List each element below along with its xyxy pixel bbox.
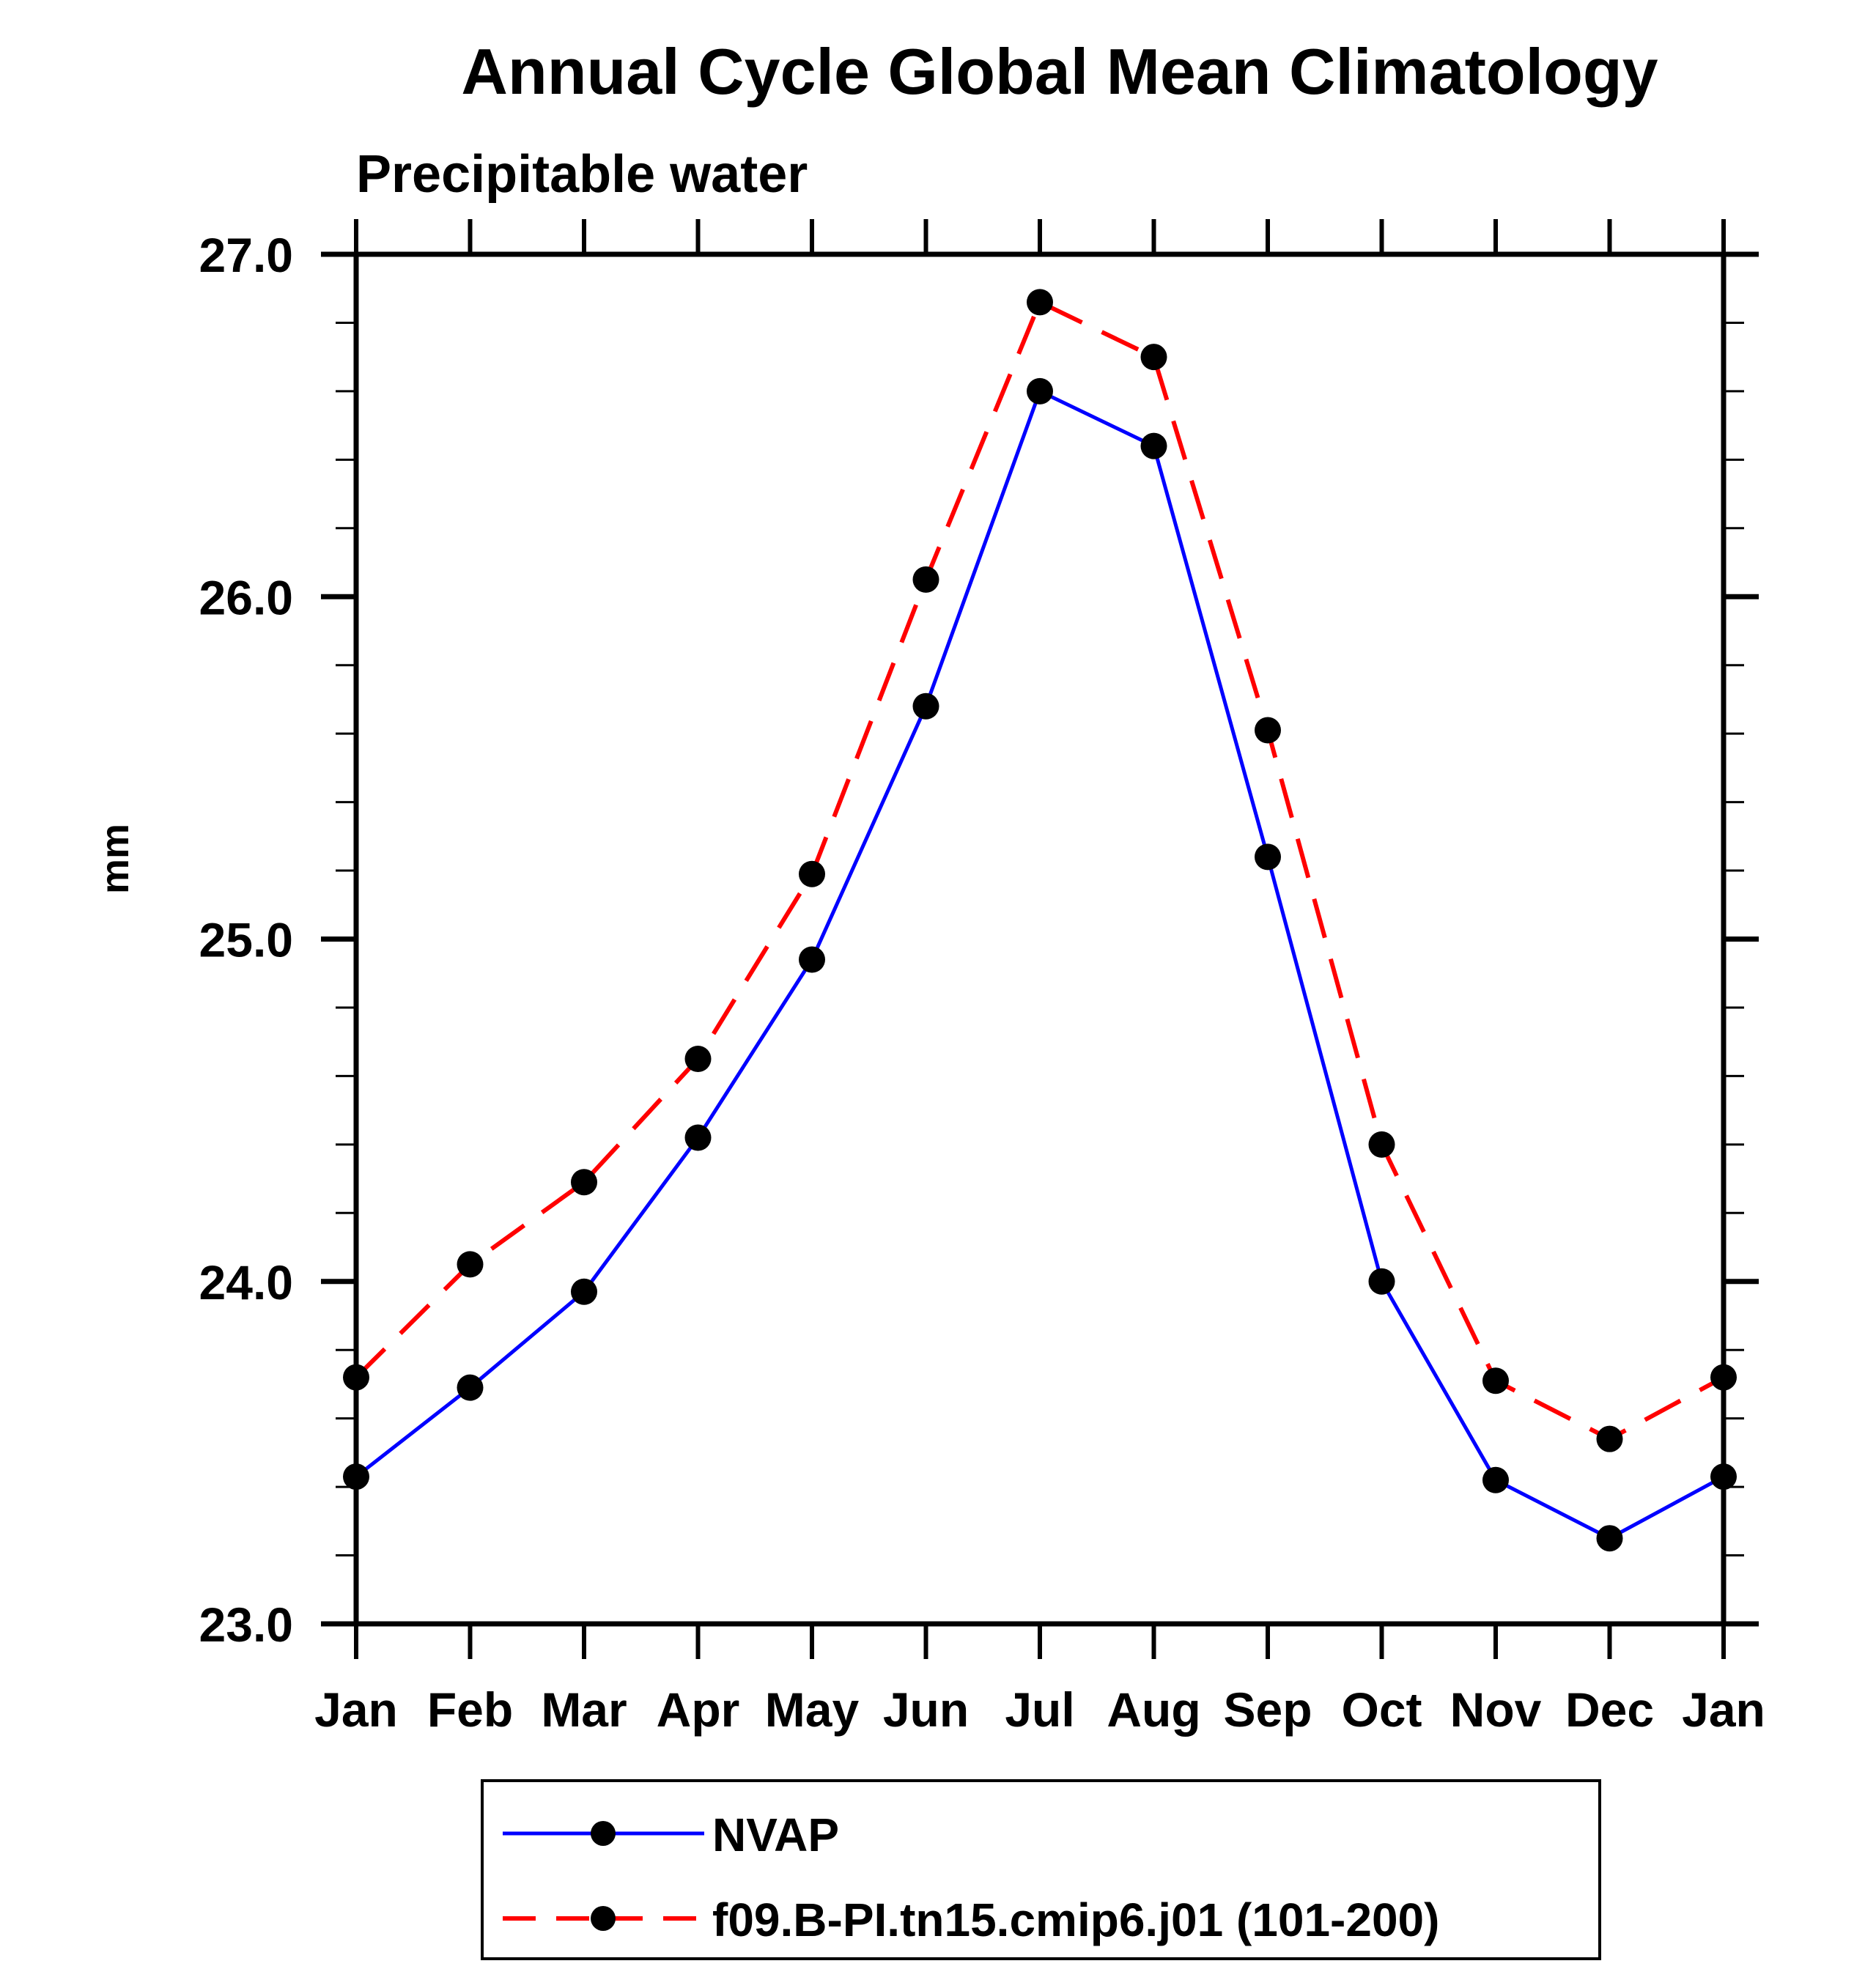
legend-label-nvap: NVAP bbox=[712, 1809, 839, 1861]
data-point-marker bbox=[1596, 1525, 1623, 1552]
data-point-marker bbox=[912, 566, 939, 593]
data-point-marker bbox=[1596, 1425, 1623, 1452]
legend-marker-icon bbox=[591, 1906, 616, 1931]
plot-frame bbox=[353, 251, 1727, 1627]
data-point-marker bbox=[1710, 1463, 1737, 1490]
x-tick-label: Nov bbox=[1450, 1682, 1542, 1737]
x-tick-label: Apr bbox=[657, 1682, 740, 1737]
data-point-marker bbox=[343, 1364, 369, 1391]
data-point-marker bbox=[684, 1124, 712, 1151]
data-point-marker bbox=[1140, 432, 1167, 459]
y-tick-label: 26.0 bbox=[199, 570, 293, 624]
data-point-marker bbox=[1482, 1367, 1509, 1394]
data-point-marker bbox=[799, 946, 825, 973]
x-tick-label: Aug bbox=[1107, 1682, 1200, 1737]
x-tick-label: Jan bbox=[1682, 1682, 1765, 1737]
data-point-marker bbox=[1710, 1364, 1737, 1391]
x-tick-label: Jul bbox=[1005, 1682, 1074, 1737]
data-point-marker bbox=[912, 692, 939, 720]
data-point-marker bbox=[799, 860, 825, 887]
data-point-marker bbox=[1027, 377, 1053, 404]
legend: NVAP f09.B-PI.tn15.cmip6.j01 (101-200) bbox=[481, 1779, 1601, 1960]
data-point-marker bbox=[1255, 717, 1281, 744]
x-tick-label: Dec bbox=[1565, 1682, 1654, 1737]
x-tick-label: Jan bbox=[314, 1682, 398, 1737]
series-line bbox=[355, 388, 1725, 1541]
data-point-marker bbox=[457, 1374, 484, 1401]
x-tick-label: Sep bbox=[1223, 1682, 1312, 1737]
data-point-marker bbox=[684, 1046, 712, 1073]
y-tick-label: 23.0 bbox=[199, 1597, 293, 1652]
data-point-marker bbox=[1368, 1131, 1395, 1158]
x-tick-label: Jun bbox=[883, 1682, 969, 1737]
data-point-marker bbox=[1255, 843, 1281, 871]
plot-area: 23.0 24.0 25.0 26.0 27.0 Jan Feb Mar Apr May Jun Ju… bbox=[199, 219, 1765, 1737]
y-tick-label: 25.0 bbox=[199, 913, 293, 967]
y-axis-label: mm bbox=[93, 824, 137, 894]
data-point-marker bbox=[457, 1251, 484, 1278]
legend-box bbox=[481, 1779, 1601, 1960]
y-tick-label: 24.0 bbox=[199, 1255, 293, 1309]
x-tick-label: Oct bbox=[1341, 1682, 1422, 1737]
x-tick-label: Feb bbox=[427, 1682, 513, 1737]
x-tick-label: Mar bbox=[541, 1682, 627, 1737]
x-tick-label: May bbox=[765, 1682, 860, 1737]
data-point-marker bbox=[1140, 344, 1167, 371]
series-line bbox=[354, 299, 1725, 1442]
y-tick-label: 27.0 bbox=[199, 228, 293, 282]
data-point-marker bbox=[1482, 1466, 1509, 1493]
data-point-marker bbox=[571, 1169, 597, 1196]
legend-label-model: f09.B-PI.tn15.cmip6.j01 (101-200) bbox=[712, 1894, 1439, 1946]
data-point-marker bbox=[1027, 289, 1053, 316]
chart-subtitle: Precipitable water bbox=[356, 145, 808, 204]
legend-marker-icon bbox=[591, 1821, 616, 1846]
data-point-marker bbox=[571, 1278, 597, 1305]
data-point-marker bbox=[1368, 1268, 1395, 1295]
chart-title: Annual Cycle Global Mean Climatology bbox=[461, 35, 1658, 108]
data-point-marker bbox=[343, 1463, 369, 1490]
